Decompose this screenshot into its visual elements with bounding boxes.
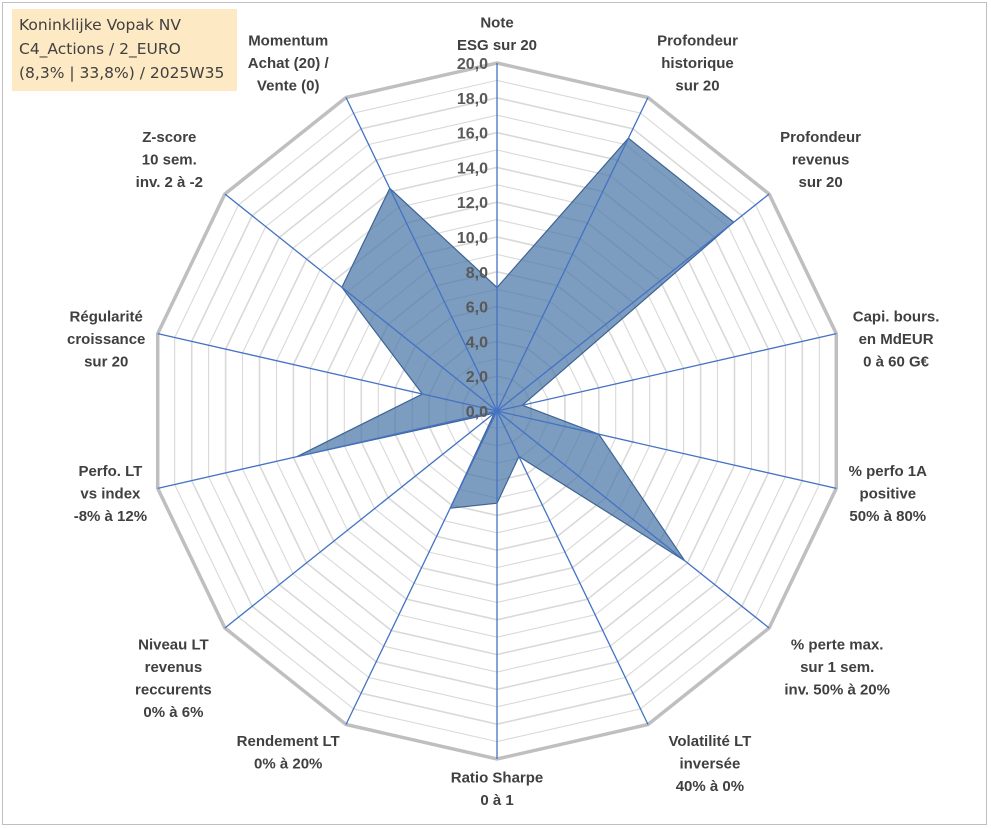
spoke-9 bbox=[224, 410, 498, 629]
category-label-4-line-2: 50% à 80% bbox=[849, 508, 926, 525]
tick-label-8: 16,0 bbox=[457, 126, 488, 143]
tick-label-2: 4,0 bbox=[466, 334, 488, 351]
category-label-6-line-1: inversée bbox=[679, 756, 740, 773]
spoke-5 bbox=[496, 410, 770, 629]
category-label-11-line-1: croissance bbox=[67, 331, 145, 348]
chart-title-box: Koninklijke Vopak NV C4_Actions / 2_EURO… bbox=[12, 9, 237, 91]
category-label-8-line-0: Rendement LT bbox=[237, 733, 340, 750]
spoke-11 bbox=[157, 332, 498, 412]
category-label-12-line-2: inv. 2 à -2 bbox=[136, 174, 203, 191]
tick-label-3: 6,0 bbox=[466, 300, 488, 317]
category-label-12: Z-score 10 sem. inv. 2 à -2 bbox=[136, 129, 203, 191]
category-label-6: Volatilité LT inversée 40% à 0% bbox=[669, 733, 752, 795]
category-label-10-line-1: vs index bbox=[80, 486, 141, 503]
spoke-4 bbox=[496, 410, 837, 490]
category-label-7: Ratio Sharpe 0 à 1 bbox=[451, 770, 544, 810]
spoke-10 bbox=[157, 410, 498, 490]
tick-label-1: 2,0 bbox=[466, 369, 488, 386]
category-label-10: Perfo. LT vs index -8% à 12% bbox=[74, 463, 147, 525]
category-label-10-line-2: -8% à 12% bbox=[74, 508, 147, 525]
category-label-12-line-0: Z-score bbox=[142, 129, 196, 146]
category-label-4-line-0: % perfo 1A bbox=[849, 463, 928, 480]
data-series bbox=[296, 137, 735, 562]
category-label-12-line-1: 10 sem. bbox=[142, 152, 197, 169]
category-label-8: Rendement LT 0% à 20% bbox=[237, 733, 340, 773]
category-label-10-line-0: Perfo. LT bbox=[78, 463, 142, 480]
category-label-3-line-1: en MdEUR bbox=[859, 331, 934, 348]
category-label-6-line-0: Volatilité LT bbox=[669, 733, 752, 750]
category-label-1-line-1: historique bbox=[661, 55, 734, 72]
tick-label-7: 14,0 bbox=[457, 160, 488, 177]
category-label-13-line-1: Achat (20) / bbox=[248, 55, 330, 72]
category-label-1-line-2: sur 20 bbox=[675, 78, 719, 95]
category-label-0-line-1: ESG sur 20 bbox=[457, 37, 537, 54]
category-label-2-line-0: Profondeur bbox=[780, 129, 861, 146]
category-label-1: Profondeur historique sur 20 bbox=[657, 33, 738, 95]
spoke-3 bbox=[496, 332, 837, 412]
category-label-9-line-3: 0% à 6% bbox=[143, 704, 203, 721]
category-label-2: Profondeur revenus sur 20 bbox=[780, 129, 861, 191]
category-label-2-line-1: revenus bbox=[792, 152, 850, 169]
category-label-0: Note ESG sur 20 bbox=[457, 15, 537, 55]
category-label-9-line-1: revenus bbox=[145, 659, 203, 676]
category-label-6-line-2: 40% à 0% bbox=[676, 778, 744, 795]
category-label-11-line-2: sur 20 bbox=[84, 353, 128, 370]
chart-title-line-2: C4_Actions / 2_EURO bbox=[19, 40, 181, 58]
category-label-9: Niveau LT revenus reccurents 0% à 6% bbox=[135, 637, 212, 722]
category-label-11-line-0: Régularité bbox=[70, 308, 143, 325]
tick-label-4: 8,0 bbox=[466, 265, 488, 282]
category-labels: Note ESG sur 20 Profondeur historique sur 20… bbox=[67, 15, 939, 810]
category-label-8-line-1: 0% à 20% bbox=[254, 756, 322, 773]
category-label-5-line-1: sur 1 sem. bbox=[800, 659, 874, 676]
category-label-5: % perte max. sur 1 sem. inv. 50% à 20% bbox=[784, 637, 890, 699]
category-label-9-line-0: Niveau LT bbox=[138, 637, 209, 654]
category-label-2-line-2: sur 20 bbox=[798, 174, 842, 191]
category-label-3-line-0: Capi. bours. bbox=[853, 308, 940, 325]
spoke-8 bbox=[345, 410, 498, 725]
category-label-7-line-1: 0 à 1 bbox=[480, 792, 513, 809]
category-label-13: Momentum Achat (20) / Vente (0) bbox=[248, 33, 330, 95]
category-label-5-line-0: % perte max. bbox=[791, 637, 884, 654]
category-label-0-line-0: Note bbox=[480, 15, 513, 32]
chart-title-line-3: (8,3% | 33,8%) / 2025W35 bbox=[19, 64, 225, 82]
series-area bbox=[296, 137, 735, 562]
category-label-11: Régularité croissance sur 20 bbox=[67, 308, 145, 370]
tick-label-5: 10,0 bbox=[457, 230, 488, 247]
spoke-12 bbox=[224, 193, 498, 412]
category-label-7-line-0: Ratio Sharpe bbox=[451, 770, 544, 787]
category-label-5-line-2: inv. 50% à 20% bbox=[784, 682, 890, 699]
category-label-13-line-0: Momentum bbox=[248, 33, 328, 50]
category-label-9-line-2: reccurents bbox=[135, 682, 212, 699]
axis-spokes bbox=[157, 63, 837, 759]
category-label-3-line-2: 0 à 60 G€ bbox=[863, 353, 930, 370]
spoke-6 bbox=[496, 410, 649, 725]
spoke-2 bbox=[496, 193, 770, 412]
tick-label-6: 12,0 bbox=[457, 195, 488, 212]
spoke-13 bbox=[345, 97, 498, 412]
tick-labels: 0,0 2,0 4,0 6,0 8,0 10,0 12,0 14,0 16,0 18,0 20,0 bbox=[457, 56, 488, 421]
category-label-4: % perfo 1A positive 50% à 80% bbox=[849, 463, 928, 525]
category-label-1-line-0: Profondeur bbox=[657, 33, 738, 50]
tick-label-9: 18,0 bbox=[457, 91, 488, 108]
tick-label-10: 20,0 bbox=[457, 56, 488, 73]
spoke-1 bbox=[496, 97, 649, 412]
category-label-3: Capi. bours. en MdEUR 0 à 60 G€ bbox=[853, 308, 940, 370]
category-label-4-line-1: positive bbox=[859, 486, 916, 503]
tick-label-0: 0,0 bbox=[466, 404, 488, 421]
category-label-13-line-2: Vente (0) bbox=[257, 78, 320, 95]
chart-title-line-1: Koninklijke Vopak NV bbox=[19, 16, 181, 34]
